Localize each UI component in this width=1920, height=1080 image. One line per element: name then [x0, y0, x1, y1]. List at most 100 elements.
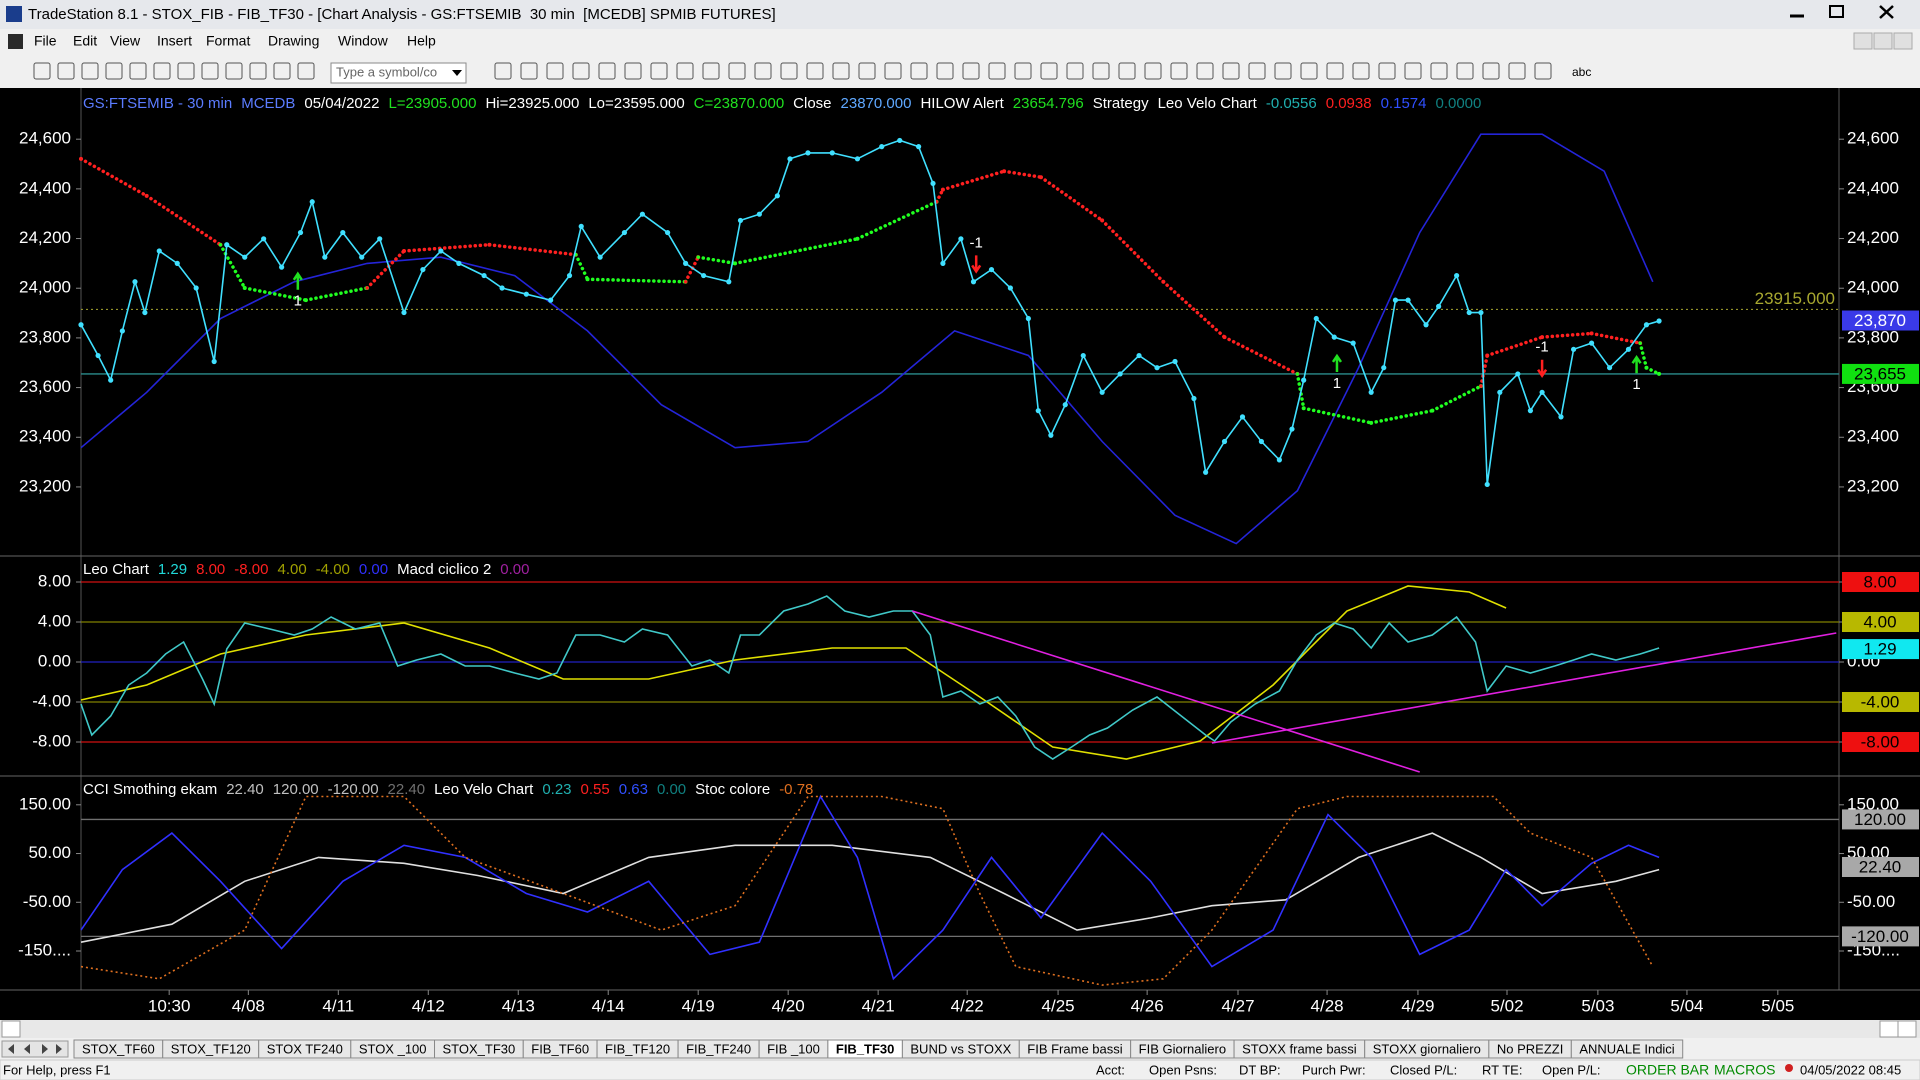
toolbar-button[interactable] — [780, 62, 798, 80]
toolbar-button[interactable] — [520, 62, 538, 80]
minimize-button[interactable] — [1778, 1, 1816, 23]
order-bar-button[interactable]: ORDER BAR — [1626, 1062, 1709, 1078]
toolbar-button[interactable] — [754, 62, 772, 80]
scroll-end[interactable] — [1897, 1020, 1917, 1038]
dropdown-arrow[interactable] — [452, 70, 462, 76]
toolbar-button[interactable] — [858, 62, 876, 80]
toolbar-button[interactable] — [57, 62, 75, 80]
toolbar-button[interactable] — [177, 62, 195, 80]
toolbar-button[interactable] — [936, 62, 954, 80]
price-point — [597, 254, 603, 260]
toolbar-button[interactable] — [249, 62, 267, 80]
toolbar-button[interactable] — [1222, 62, 1240, 80]
toolbar-button[interactable] — [1430, 62, 1448, 80]
toolbar-button[interactable] — [650, 62, 668, 80]
toolbar-button[interactable] — [910, 62, 928, 80]
menu-item[interactable]: Format — [206, 33, 250, 49]
toolbar-button[interactable] — [1456, 62, 1474, 80]
price-badge-label: -120.00 — [1851, 927, 1909, 946]
price-badge — [1842, 856, 1919, 877]
hilow-segment — [1295, 372, 1306, 410]
x-tick-label: 4/12 — [412, 996, 445, 1015]
scroll-right[interactable] — [1879, 1020, 1899, 1038]
toolbar-button[interactable] — [1144, 62, 1162, 80]
price-badge — [1842, 572, 1919, 592]
toolbar-button[interactable] — [1300, 62, 1318, 80]
menu-item[interactable]: File — [34, 33, 57, 49]
toolbar-button[interactable] — [297, 62, 315, 80]
toolbar-button[interactable] — [624, 62, 642, 80]
toolbar-button[interactable] — [1014, 62, 1032, 80]
price-point — [1350, 340, 1356, 346]
tab-nav-buttons[interactable] — [1, 1040, 69, 1058]
toolbar-button[interactable] — [1378, 62, 1396, 80]
toolbar-button[interactable] — [1066, 62, 1084, 80]
hilow-segment — [79, 157, 149, 198]
window-controls[interactable] — [1778, 1, 1916, 23]
price-point — [78, 322, 84, 328]
toolbar-button[interactable] — [702, 62, 720, 80]
toolbar-button[interactable] — [1118, 62, 1136, 80]
tab[interactable] — [1570, 1039, 1684, 1059]
toolbar-button[interactable] — [1274, 62, 1292, 80]
toolbar-button[interactable] — [225, 62, 243, 80]
price-point — [1301, 377, 1307, 383]
symbol-input[interactable] — [330, 62, 467, 84]
status-clock: 04/05/2022 08:45 — [1800, 1062, 1901, 1077]
toolbar-button[interactable] — [1248, 62, 1266, 80]
text-tool[interactable]: abc — [1572, 65, 1591, 79]
legend-item: Lo=23595.000 — [588, 95, 684, 112]
price-point — [548, 297, 554, 303]
scroll-left[interactable] — [1, 1020, 21, 1038]
toolbar-button[interactable] — [33, 62, 51, 80]
toolbar-button[interactable] — [546, 62, 564, 80]
toolbar-button[interactable] — [1092, 62, 1110, 80]
price-point — [1478, 309, 1484, 316]
toolbar-button[interactable] — [81, 62, 99, 80]
toolbar-button[interactable] — [129, 62, 147, 80]
toolbar-button[interactable] — [1482, 62, 1500, 80]
menu-item[interactable]: Window — [338, 33, 389, 49]
menu-item[interactable]: Edit — [73, 33, 97, 49]
price-point — [1048, 432, 1054, 438]
menu-item[interactable]: View — [110, 33, 141, 49]
tab-label: BUND vs STOXX — [910, 1041, 1011, 1056]
toolbar-button[interactable] — [572, 62, 590, 80]
toolbar-button[interactable] — [153, 62, 171, 80]
toolbar-button[interactable] — [832, 62, 850, 80]
legend-item: Leo Chart — [83, 561, 150, 578]
toolbar-button[interactable] — [1326, 62, 1344, 80]
price-point — [1497, 389, 1503, 395]
toolbar-button[interactable] — [676, 62, 694, 80]
toolbar-button[interactable] — [1040, 62, 1058, 80]
toolbar-button[interactable] — [988, 62, 1006, 80]
toolbar-button[interactable] — [494, 62, 512, 80]
legend-item: Hi=23925.000 — [485, 95, 579, 112]
toolbar-button[interactable] — [1508, 62, 1526, 80]
maximize-button[interactable] — [1818, 1, 1856, 23]
macros-button[interactable]: MACROS — [1714, 1062, 1775, 1078]
scrollbar[interactable] — [0, 1020, 1920, 1038]
toolbar-button[interactable] — [884, 62, 902, 80]
toolbar-button[interactable] — [1352, 62, 1370, 80]
mdi-minimize[interactable] — [1853, 32, 1873, 50]
toolbar-button[interactable] — [806, 62, 824, 80]
toolbar-button[interactable] — [1170, 62, 1188, 80]
toolbar-button[interactable] — [201, 62, 219, 80]
toolbar-button[interactable] — [1404, 62, 1422, 80]
toolbar-button[interactable] — [598, 62, 616, 80]
mdi-restore[interactable] — [1873, 32, 1893, 50]
toolbar-button[interactable] — [962, 62, 980, 80]
menu-item[interactable]: Help — [407, 33, 436, 49]
toolbar-button[interactable] — [728, 62, 746, 80]
tab-nav[interactable] — [1, 1040, 69, 1058]
menu-item[interactable]: Drawing — [268, 33, 319, 49]
toolbar-button[interactable] — [105, 62, 123, 80]
price-point — [1656, 318, 1662, 324]
mdi-close[interactable] — [1893, 32, 1913, 50]
toolbar-button[interactable] — [1534, 62, 1552, 80]
toolbar-button[interactable] — [1196, 62, 1214, 80]
legend-item: 0.00 — [500, 561, 529, 578]
menu-item[interactable]: Insert — [157, 33, 192, 49]
toolbar-button[interactable] — [273, 62, 291, 80]
